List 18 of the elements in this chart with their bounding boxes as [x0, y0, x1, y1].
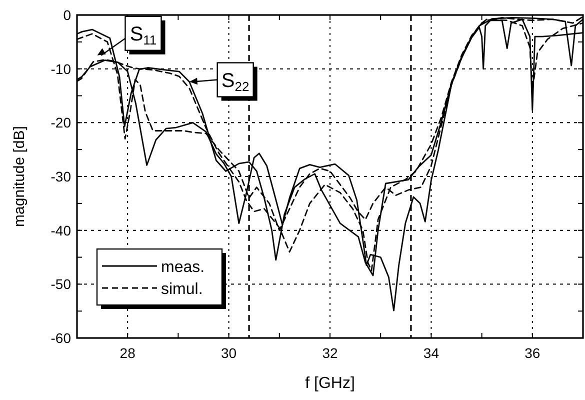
legend-label: simul. — [161, 281, 203, 298]
y-tick-label: -10 — [50, 60, 72, 77]
y-tick-label: -40 — [50, 222, 72, 238]
x-tick-label: 34 — [423, 345, 440, 361]
x-tick-label: 36 — [524, 345, 540, 361]
x-tick-label: 30 — [221, 345, 237, 361]
x-tick-label: 28 — [120, 345, 136, 361]
y-axis-title: magnitude [dB] — [11, 126, 28, 227]
x-tick-label: 32 — [322, 345, 338, 361]
y-tick-label: -60 — [50, 330, 72, 346]
legend-label: meas. — [161, 259, 205, 276]
annotation: S$_{22}$ — [221, 70, 250, 94]
y-tick-label: -50 — [50, 276, 72, 292]
x-axis-title: f [GHz] — [305, 375, 355, 392]
y-tick-label: -20 — [50, 114, 72, 131]
y-tick-label: -30 — [50, 168, 72, 184]
annotation: S$_{11}$ — [130, 23, 157, 48]
y-tick-label: 0 — [63, 7, 72, 23]
